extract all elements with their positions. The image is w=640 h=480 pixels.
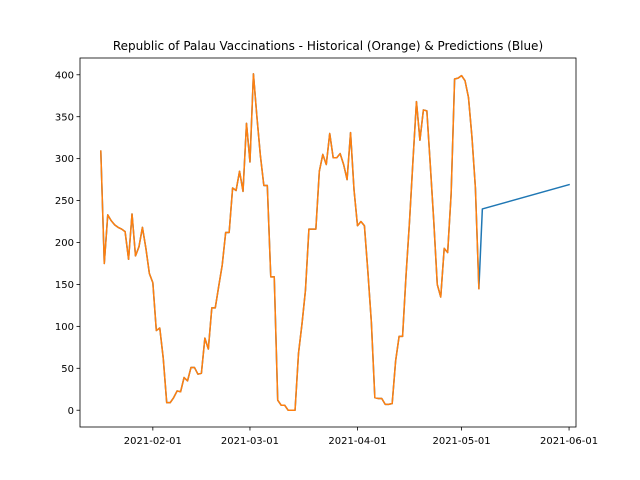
- y-tick-label: 50: [61, 364, 74, 375]
- y-tick-label: 250: [55, 196, 74, 207]
- y-tick-label: 150: [55, 280, 74, 291]
- y-tick-label: 100: [55, 322, 74, 333]
- x-tick-label: 2021-04-01: [328, 436, 386, 447]
- historical-series-line: [100, 73, 480, 411]
- y-tick-label: 350: [55, 112, 74, 123]
- y-tick-label: 0: [68, 406, 74, 417]
- x-tick-label: 2021-02-01: [124, 436, 182, 447]
- x-tick-label: 2021-05-01: [432, 436, 490, 447]
- series-layer: [100, 73, 570, 411]
- x-tick-label: 2021-03-01: [221, 436, 279, 447]
- axes-layer: 0 50 100 150 200 250 300 350 400 2021-02-01 2021-0…: [55, 57, 598, 447]
- x-tick-label: 2021-06-01: [540, 436, 598, 447]
- y-tick-label: 400: [55, 70, 74, 81]
- y-tick-label: 300: [55, 154, 74, 165]
- y-tick-label: 200: [55, 238, 74, 249]
- chart-title: Republic of Palau Vaccinations - Histori…: [113, 39, 543, 53]
